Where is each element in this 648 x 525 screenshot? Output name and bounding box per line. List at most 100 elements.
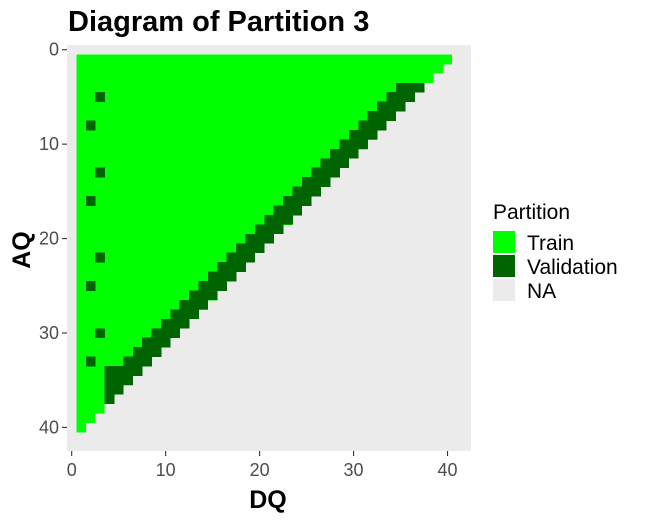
validation-cell (254, 243, 265, 254)
train-row (76, 328, 180, 339)
validation-cell (301, 186, 312, 197)
train-row (76, 148, 359, 159)
train-row (76, 318, 190, 329)
validation-cell (311, 167, 321, 178)
validation-point (95, 92, 105, 102)
validation-cell (132, 347, 143, 357)
validation-cell (386, 92, 397, 102)
validation-cell (160, 328, 171, 338)
train-row (76, 281, 227, 291)
validation-cell (132, 366, 143, 376)
validation-cell (142, 347, 152, 357)
validation-cell (142, 337, 152, 348)
validation-cells (85, 82, 425, 405)
validation-cell (160, 318, 171, 329)
train-row (76, 384, 124, 395)
validation-cell (292, 196, 303, 206)
validation-cell (292, 186, 303, 197)
train-row (76, 375, 133, 386)
y-tick-label: 0 (49, 40, 59, 60)
x-tick-label: 20 (250, 460, 270, 480)
validation-cell (254, 224, 265, 235)
validation-cell (245, 252, 256, 263)
validation-cell (179, 318, 190, 329)
validation-cell (386, 101, 397, 112)
y-tick-label: 10 (39, 134, 59, 154)
train-row (76, 262, 246, 273)
validation-cell (170, 318, 181, 329)
validation-cell (123, 356, 134, 367)
validation-cell (245, 233, 256, 244)
validation-cell (123, 366, 134, 376)
validation-cell (160, 337, 171, 348)
train-row (76, 139, 368, 150)
validation-cell (395, 101, 406, 112)
legend-label-validation: Validation (527, 256, 618, 279)
validation-cell (273, 205, 284, 216)
validation-cell (414, 82, 425, 93)
validation-cell (367, 129, 378, 140)
validation-point (95, 167, 105, 178)
validation-cell (330, 158, 340, 169)
train-row (76, 347, 161, 357)
validation-cell (217, 271, 228, 282)
validation-cell (132, 356, 143, 367)
train-row (76, 394, 114, 405)
legend-key-na (493, 279, 515, 301)
validation-cell (377, 111, 387, 121)
train-row (76, 243, 265, 254)
validation-cell (395, 92, 406, 102)
validation-cell (113, 366, 124, 376)
validation-cell (283, 205, 293, 216)
validation-cell (217, 262, 228, 272)
validation-cell (226, 252, 237, 263)
train-row (76, 224, 284, 235)
validation-cell (189, 309, 199, 320)
validation-cell (226, 262, 237, 272)
chart-title: Diagram of Partition 3 (68, 6, 369, 38)
train-row (76, 309, 199, 320)
validation-cell (104, 394, 115, 405)
validation-point (85, 196, 96, 206)
train-row (76, 356, 152, 367)
train-row (76, 82, 425, 93)
y-axis-label: AQ (8, 231, 36, 269)
validation-cell (207, 281, 218, 291)
validation-cell (179, 299, 190, 310)
train-row (76, 252, 255, 263)
x-tick-label: 10 (156, 460, 176, 480)
validation-cell (339, 139, 350, 150)
validation-cell (264, 224, 274, 235)
validation-cell (142, 356, 152, 367)
validation-cell (151, 337, 162, 348)
validation-cell (198, 299, 209, 310)
validation-cell (207, 290, 218, 301)
validation-cell (283, 196, 293, 206)
validation-cell (189, 290, 199, 301)
legend-label-train: Train (527, 232, 574, 255)
validation-point (85, 120, 96, 131)
validation-cell (151, 347, 162, 357)
validation-cell (104, 375, 115, 386)
validation-cell (320, 167, 331, 178)
train-cells (76, 54, 453, 433)
train-row (76, 111, 396, 121)
train-row (76, 271, 237, 282)
validation-cell (405, 82, 415, 93)
validation-cell (264, 214, 274, 225)
train-row (76, 290, 218, 301)
validation-cell (198, 290, 209, 301)
validation-cell (179, 309, 190, 320)
validation-cell (151, 328, 162, 338)
legend-title: Partition (493, 201, 570, 224)
validation-cell (377, 120, 387, 131)
validation-cell (113, 375, 124, 386)
validation-cell (207, 271, 218, 282)
validation-cell (236, 252, 246, 263)
validation-cell (104, 366, 115, 376)
train-row (76, 403, 105, 414)
validation-cell (236, 243, 246, 254)
train-row (76, 158, 349, 169)
